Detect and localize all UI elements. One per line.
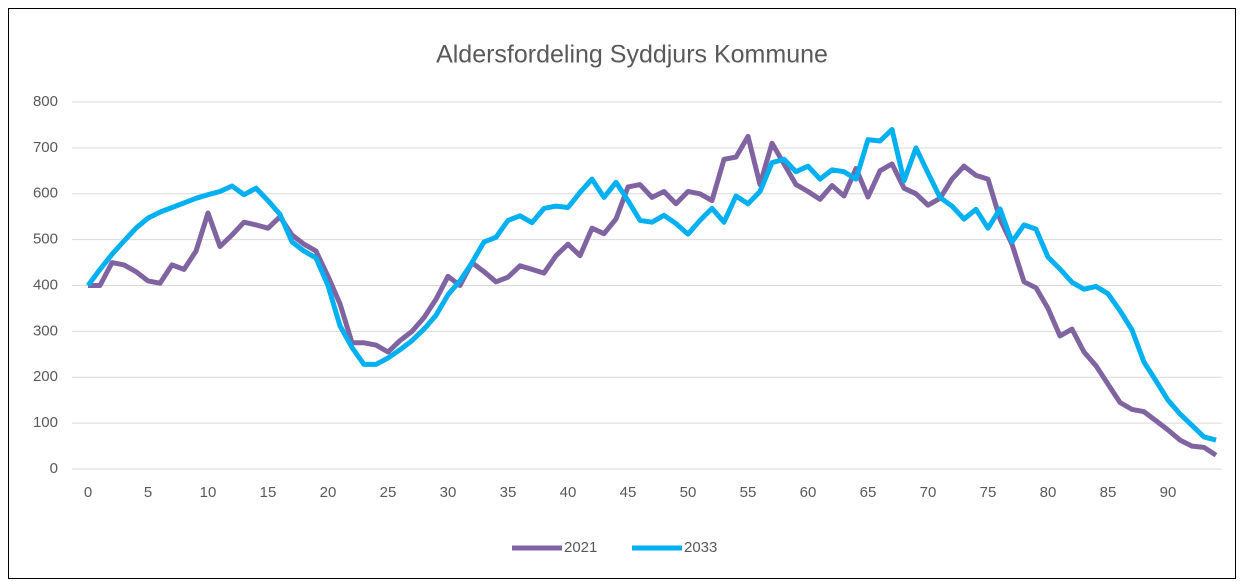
y-tick-label: 300	[33, 322, 58, 339]
x-tick-label: 10	[200, 484, 217, 501]
x-tick-label: 20	[320, 484, 337, 501]
y-tick-label: 500	[33, 231, 58, 248]
y-tick-label: 800	[33, 93, 58, 110]
x-tick-label: 65	[860, 484, 877, 501]
x-tick-label: 75	[980, 484, 997, 501]
x-tick-label: 80	[1040, 484, 1057, 501]
x-tick-label: 60	[800, 484, 817, 501]
chart-border	[8, 8, 1236, 579]
x-tick-label: 0	[84, 484, 92, 501]
x-tick-label: 85	[1100, 484, 1117, 501]
x-tick-label: 45	[620, 484, 637, 501]
x-tick-label: 50	[680, 484, 697, 501]
data-line	[85, 127, 1217, 443]
legend-label: 2033	[684, 539, 717, 556]
y-tick-label: 100	[33, 414, 58, 431]
y-tick-label: 600	[33, 185, 58, 202]
x-tick-label: 90	[1160, 484, 1177, 501]
y-tick-label: 0	[50, 460, 58, 477]
data-line	[88, 133, 1218, 458]
x-tick-label: 70	[920, 484, 937, 501]
x-tick-label: 40	[560, 484, 577, 501]
x-tick-label: 25	[380, 484, 397, 501]
x-tick-label: 5	[144, 484, 152, 501]
x-tick-label: 55	[740, 484, 757, 501]
y-tick-label: 400	[33, 276, 58, 293]
x-tick-label: 35	[500, 484, 517, 501]
y-tick-label: 200	[33, 368, 58, 385]
x-tick-label: 15	[260, 484, 277, 501]
x-tick-label: 30	[440, 484, 457, 501]
y-tick-label: 700	[33, 139, 58, 156]
legend-label: 2021	[564, 539, 597, 556]
chart-title: Aldersfordeling Syddjurs Kommune	[436, 41, 828, 69]
